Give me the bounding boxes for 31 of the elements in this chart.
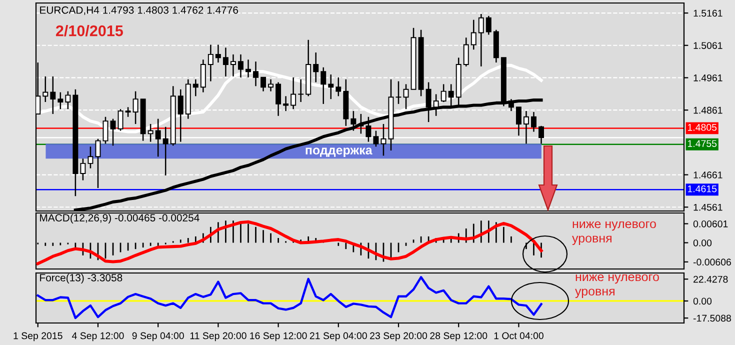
- chart-title: EURCAD,H4 1.4793 1.4803 1.4762 1.4776: [40, 6, 238, 15]
- ref-line-label: 1.4615: [688, 185, 717, 192]
- y-tick-label: 1.5061: [694, 42, 722, 49]
- ref-line-label: 1.4755: [688, 140, 717, 147]
- x-tick-label: 4 Sep 12:00: [72, 332, 124, 342]
- y-tick-label: 1.5161: [694, 10, 722, 17]
- x-tick-label: 16 Sep 12:00: [250, 332, 307, 342]
- y-tick-label: 0.00: [693, 239, 712, 246]
- x-tick-label: 28 Sep 12:00: [430, 332, 488, 342]
- y-tick-label: -17.5088: [693, 314, 731, 322]
- x-tick-label: 11 Sep 20:00: [190, 332, 246, 342]
- annotation: 2/10/2015: [56, 25, 123, 36]
- x-tick-label: 23 Sep 20:00: [370, 332, 428, 342]
- ref-line-label: 1.4805: [688, 124, 717, 131]
- y-tick-label: 1.4661: [694, 172, 722, 178]
- chart-title: MACD(12,26,9) -0.00465 -0.00254: [40, 214, 200, 224]
- y-tick-label: 0.00: [693, 298, 712, 305]
- text: ниже нулевого уровня: [572, 221, 656, 246]
- y-tick-label: 1.4861: [694, 106, 722, 114]
- y-tick-label: 22.4278: [694, 276, 728, 283]
- x-tick-label: 1 Oct 04:00: [494, 332, 544, 340]
- y-tick-label: 0.00601: [693, 220, 728, 228]
- chart-title: Force(13) -3.3058: [40, 274, 122, 284]
- x-tick-label: 21 Sep 04:00: [310, 332, 367, 342]
- text: ниже нулевого уровня: [575, 274, 659, 298]
- y-tick-label: -0.00606: [693, 258, 731, 266]
- x-tick-label: 1 Sep 2015: [14, 332, 62, 342]
- y-tick-label: 1.4561: [694, 204, 722, 211]
- x-tick-label: 9 Sep 04:00: [132, 332, 184, 342]
- y-tick-label: 1.4961: [694, 74, 722, 82]
- band-label: поддержка: [306, 148, 372, 157]
